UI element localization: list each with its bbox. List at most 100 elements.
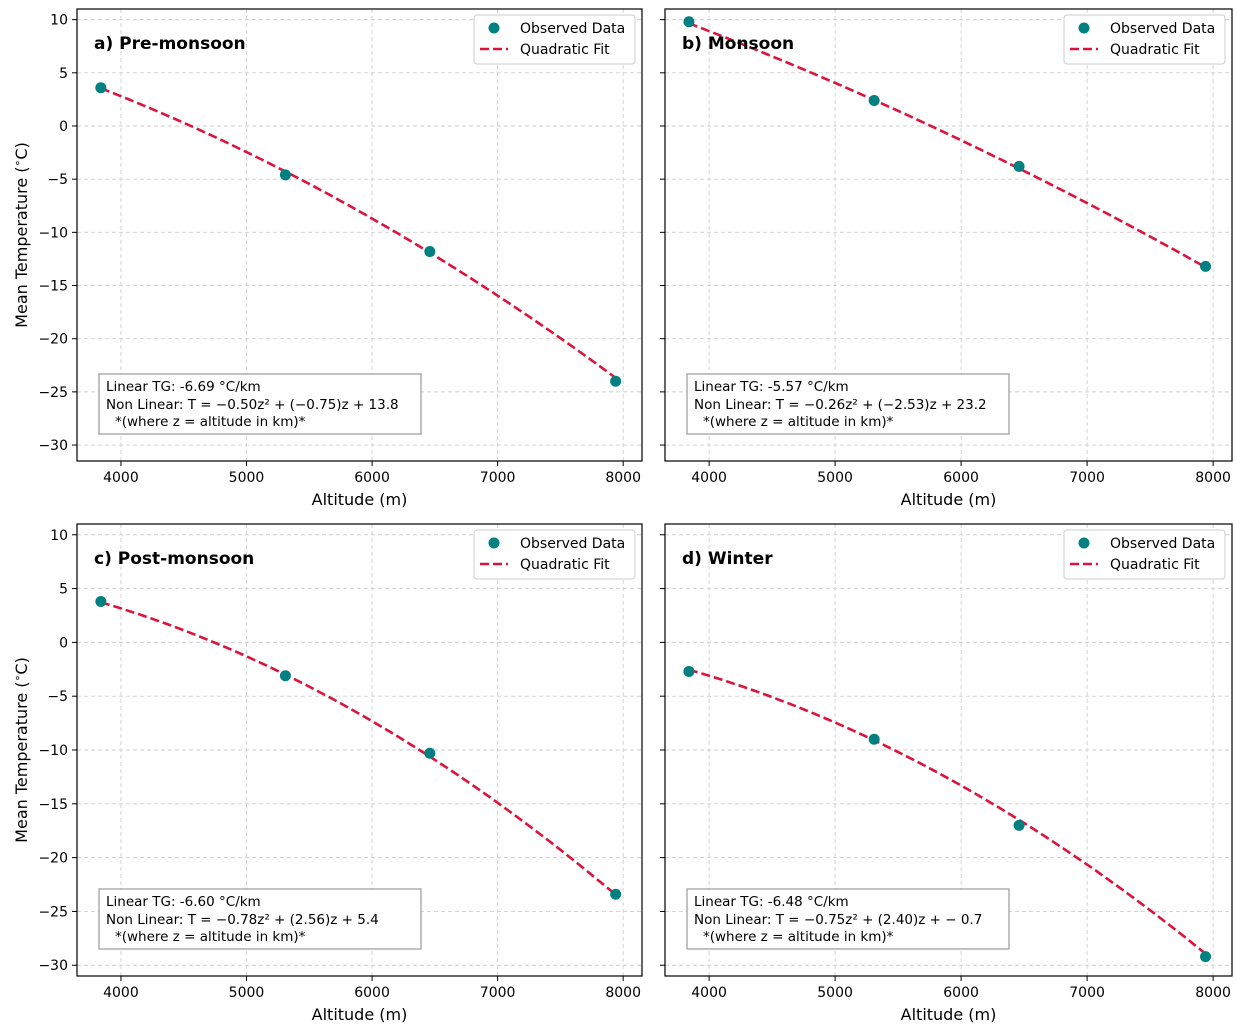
annotation-box [686,373,1010,435]
data-point [1013,819,1025,831]
grid [77,9,642,461]
data-point [1013,160,1025,172]
panel-2: 4000 5000 6000 7000 8000 b) Monsoon Altitude (… [660,8,1233,509]
x-tick-label: 8000 [605,470,641,486]
y-tick-label: −25 [38,904,68,920]
legend-label-observed: Observed Data [520,536,625,552]
x-tick-label: 8000 [605,985,641,1001]
y-tick-label: 0 [59,119,68,135]
x-tick-label: 7000 [1069,470,1105,486]
y-tick-label: −30 [38,438,68,454]
y-tick-label: 0 [59,635,68,651]
data-point [683,16,695,28]
data-point [868,94,880,106]
y-axis-label-unit: C) [12,142,31,159]
annotation-box [98,888,422,950]
legend-marker-observed [1078,22,1090,34]
y-tick-label: −25 [38,385,68,401]
legend-box [473,529,636,580]
annotation-linear-tg: Linear TG: -6.60 °C/km [106,894,261,910]
x-tick-label: 4000 [691,985,727,1001]
y-tick-label: 5 [59,582,68,598]
annotation-note: *(where z = altitude in km)* [115,414,306,430]
fit-curve [688,22,1207,269]
x-tick-label: 7000 [1069,985,1105,1001]
legend: Observed Data Quadratic Fit [1063,14,1226,65]
panel-1: 4000 5000 6000 7000 8000 10 5 0 −5 −10 −15 −20 −25 −3… [11,8,643,509]
annotation-note: *(where z = altitude in km)* [703,414,894,430]
data-point [683,665,695,677]
y-tick-label: −5 [47,172,68,188]
y-tick-label: −30 [38,958,68,974]
data-point [95,595,107,607]
x-axis-label: Altitude (m) [901,490,997,509]
y-tick-label: −10 [38,743,68,759]
x-tick-label: 7000 [480,985,516,1001]
x-tick-label: 6000 [354,470,390,486]
legend: Observed Data Quadratic Fit [473,529,636,580]
y-tick-label: 10 [50,13,68,29]
legend: Observed Data Quadratic Fit [473,14,636,65]
legend-label-fit: Quadratic Fit [1110,42,1200,58]
x-tick-label: 5000 [817,985,853,1001]
legend-label-observed: Observed Data [520,21,625,37]
data-point [95,82,107,94]
y-tick-label: −15 [38,797,68,813]
legend-marker-observed [1078,537,1090,549]
annotation-box [98,373,422,435]
axes-frame [76,523,643,977]
panel-3: 4000 5000 6000 7000 8000 10 5 0 −5 −10 −15 −20 −25 −3… [11,523,643,1024]
y-tick-label: 5 [59,66,68,82]
x-tick-label: 5000 [229,985,265,1001]
axes-frame [664,523,1233,977]
data-point [610,375,622,387]
y-tick-label: −5 [47,689,68,705]
legend-label-fit: Quadratic Fit [1110,557,1200,573]
y-tick-label: 10 [50,528,68,544]
degree-symbol: ∘ [11,160,24,167]
data-point [279,169,291,181]
x-tick-label: 8000 [1195,985,1231,1001]
y-axis-label: Mean Temperature (∘C) [11,657,31,843]
axes-frame [76,8,643,462]
annotation-nonlinear-eq: Non Linear: T = −0.75z² + (2.40)z + − 0.… [694,912,982,928]
data-point [1200,260,1212,272]
x-tick-label: 6000 [943,470,979,486]
legend-marker-observed [488,22,500,34]
x-tick-label: 4000 [103,470,139,486]
annotation-linear-tg: Linear TG: -6.48 °C/km [694,894,849,910]
panel-4: 4000 5000 6000 7000 8000 d) Winter Altitude (m… [660,523,1233,1024]
annotation-note: *(where z = altitude in km)* [703,929,894,945]
x-tick-label: 4000 [691,470,727,486]
legend-label-fit: Quadratic Fit [520,557,610,573]
legend-label-observed: Observed Data [1110,536,1215,552]
legend-marker-observed [488,537,500,549]
legend-box [1063,14,1226,65]
x-tick-label: 8000 [1195,470,1231,486]
axes-frame [664,8,1233,462]
annotation: Linear TG: -6.48 °C/km Non Linear: T = −0… [686,888,1010,950]
annotation-box [686,888,1010,950]
degree-symbol: ∘ [11,675,24,682]
annotation: Linear TG: -5.57 °C/km Non Linear: T = −0… [686,373,1010,435]
x-tick-label: 6000 [354,985,390,1001]
y-axis-label: Mean Temperature (∘C) [11,142,31,328]
annotation: Linear TG: -6.69 °C/km Non Linear: T = −0… [98,373,422,435]
legend-box [1063,529,1226,580]
data-point [1200,951,1212,963]
x-tick-label: 6000 [943,985,979,1001]
data-point [424,245,436,257]
y-axis-label-unit: C) [12,657,31,674]
annotation-nonlinear-eq: Non Linear: T = −0.78z² + (2.56)z + 5.4 [106,912,379,928]
x-axis-label: Altitude (m) [312,1005,408,1024]
y-tick-label: −20 [38,851,68,867]
data-point [868,733,880,745]
data-point [279,670,291,682]
annotation-note: *(where z = altitude in km)* [115,929,306,945]
panel-title: a) Pre-monsoon [94,34,246,54]
y-tick-label: −15 [38,279,68,295]
panel-title: c) Post-monsoon [94,549,254,569]
legend-box [473,14,636,65]
fit-curve [688,668,1207,955]
